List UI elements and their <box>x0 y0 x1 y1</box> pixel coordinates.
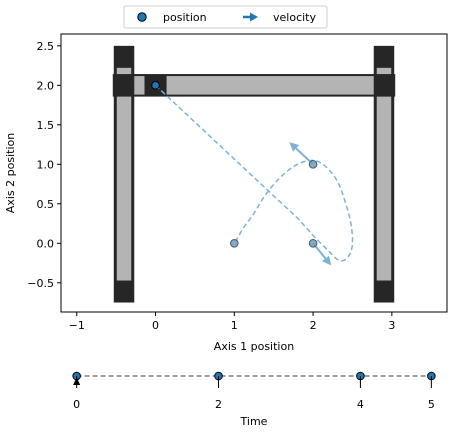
main-y-tick-label: 2.0 <box>37 79 55 92</box>
legend-position-label: position <box>163 11 207 24</box>
main-x-tick-label: 1 <box>231 319 238 332</box>
main-axes: −1 0 1 2 3 −0.5 0.0 0.5 1.0 1.5 2.0 2.5 Axis 1 pos… <box>4 33 448 353</box>
right-bridge-joint <box>373 75 395 96</box>
timeline-ticks: 0 2 4 5 <box>73 376 435 411</box>
main-y-tick-label: 1.0 <box>37 158 55 171</box>
main-x-tick-label: 0 <box>152 319 159 332</box>
main-x-tick-label: 3 <box>388 319 395 332</box>
main-y-ticks: −0.5 0.0 0.5 1.0 1.5 2.0 2.5 <box>27 40 61 290</box>
velocity-arrow-head-0 <box>289 142 300 152</box>
main-y-tick-label: 2.5 <box>37 40 55 53</box>
main-y-tick-label: 0.5 <box>37 198 55 211</box>
timeline-tick-label: 2 <box>215 398 222 411</box>
main-y-tick-label: 1.5 <box>37 119 55 132</box>
main-y-tick-label: −0.5 <box>27 277 54 290</box>
legend-velocity-arrow-icon <box>243 12 258 22</box>
main-x-tick-label: 2 <box>310 319 317 332</box>
trajectory-path <box>155 84 354 262</box>
velocity-arrow-head-1 <box>322 255 332 266</box>
main-x-tick-label: −1 <box>69 319 85 332</box>
main-y-tick-label: 0.0 <box>37 237 55 250</box>
position-point-1 <box>230 238 239 248</box>
position-point-0 <box>151 81 160 90</box>
main-y-axis-label: Axis 2 position <box>4 133 17 213</box>
position-point-3 <box>308 238 318 248</box>
position-point-2 <box>308 160 318 169</box>
timeline-tick-label: 0 <box>73 398 80 411</box>
legend: position velocity <box>123 5 328 29</box>
legend-velocity-label: velocity <box>273 11 316 24</box>
timeline-axis-label: Time <box>240 415 268 428</box>
legend-position-marker <box>137 12 147 22</box>
trajectory-group <box>155 84 354 262</box>
legend-box <box>123 5 328 29</box>
timeline-track <box>72 371 436 385</box>
left-rail <box>116 67 132 281</box>
main-plot-frame <box>60 33 448 313</box>
main-x-ticks: −1 0 1 2 3 <box>69 312 395 332</box>
main-x-axis-label: Axis 1 position <box>214 340 294 353</box>
position-markers <box>151 81 318 248</box>
gantry-frame <box>112 45 396 303</box>
timeline-tick-label: 5 <box>428 398 435 411</box>
left-bridge-joint <box>113 75 135 96</box>
right-rail <box>376 67 392 281</box>
timeline-tick-label: 4 <box>357 398 364 411</box>
timeline-axes: 0 2 4 5 Time <box>72 371 436 428</box>
